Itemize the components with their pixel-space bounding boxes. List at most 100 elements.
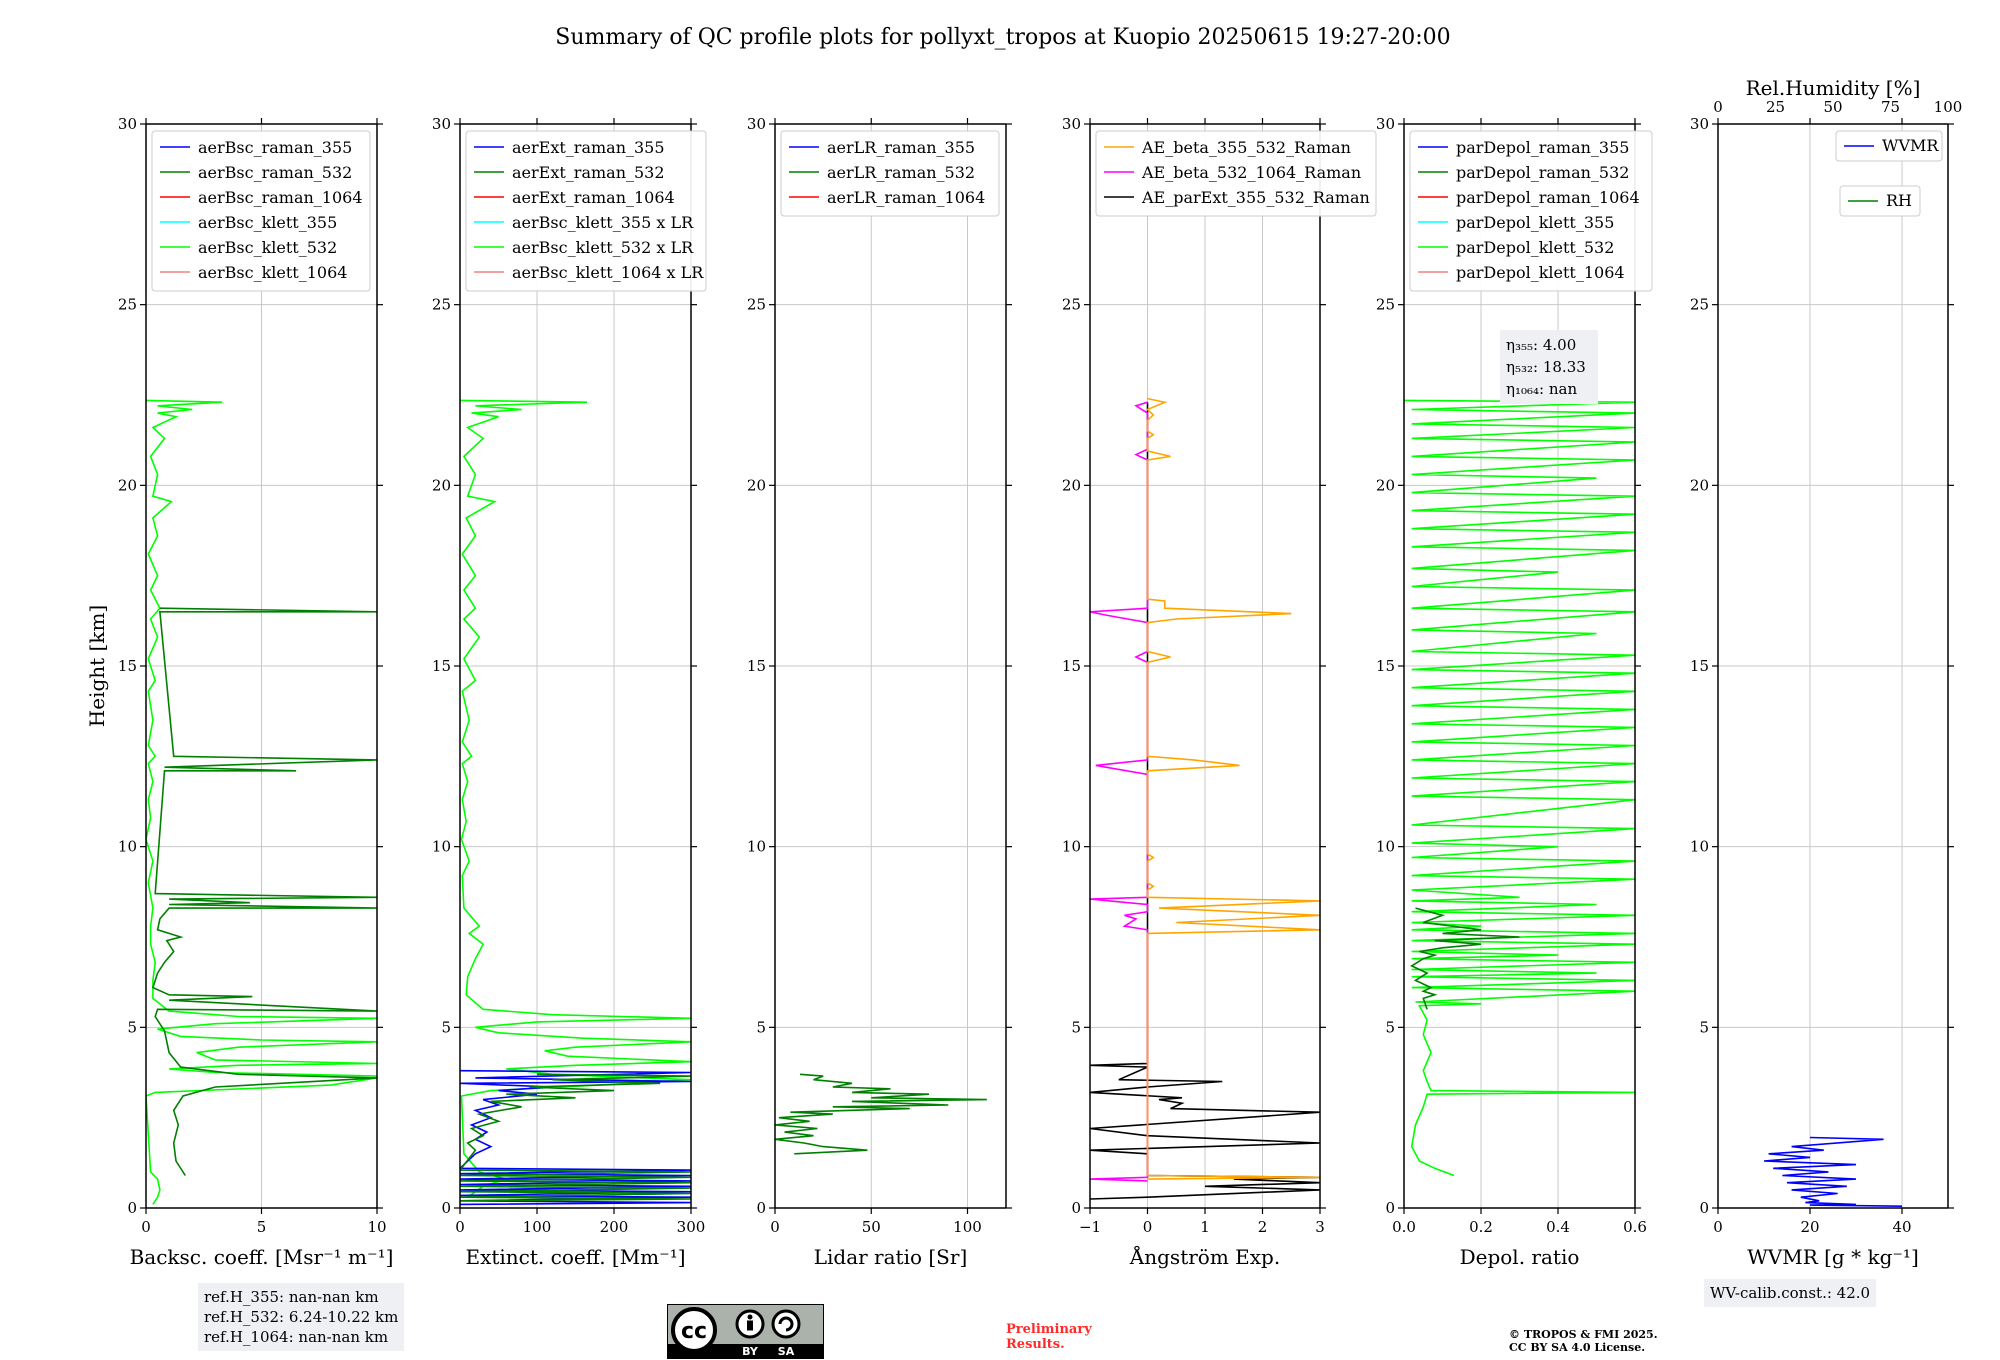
y-tick-label: 30 [747, 115, 766, 133]
wv-calib-text: WV-calib.const.: 42.0 [1710, 1284, 1871, 1302]
series-aerBsc_klett_532 [146, 399, 377, 1205]
y-tick-label: 20 [118, 476, 137, 494]
x-tick-label: 0 [770, 1218, 780, 1236]
series-AE_parExt_355_532_Raman [1090, 402, 1320, 1200]
x-axis-label: WVMR [g * kg⁻¹] [1747, 1245, 1919, 1269]
sa-icon [771, 1309, 801, 1339]
y-tick-label: 10 [1376, 838, 1395, 856]
legend-label: aerBsc_klett_532 x LR [512, 238, 694, 257]
x-tick-label: 0 [141, 1218, 151, 1236]
series-AE_beta_532_1064_Raman [1090, 401, 1149, 1182]
y-tick-label: 25 [118, 296, 137, 314]
y-tick-label: 20 [432, 476, 451, 494]
refh-1064: ref.H_1064: nan-nan km [204, 1328, 389, 1346]
legend-box [465, 130, 707, 292]
y-tick-label: 10 [118, 838, 137, 856]
y-tick-label: 5 [756, 1018, 766, 1036]
license-line: CC BY SA 4.0 License. [1509, 1341, 1646, 1354]
y-tick-label: 5 [1071, 1018, 1081, 1036]
legend: aerExt_raman_355 aerExt_raman_532 aerExt_r… [465, 130, 707, 292]
rh-tick-label: 100 [1934, 98, 1963, 116]
legend-box [151, 130, 371, 292]
x-tick-label: 300 [677, 1218, 706, 1236]
reference-height-box: ref.H_355: nan-nan km ref.H_532: 6.24-10… [198, 1283, 405, 1351]
legend: AE_beta_355_532_Raman AE_beta_532_1064_Ra… [1095, 130, 1377, 217]
wv-calibration-box: WV-calib.const.: 42.0 [1704, 1279, 1877, 1307]
x-axis-label: Extinct. coeff. [Mm⁻¹] [465, 1245, 685, 1269]
sa-icon-arrow [778, 1316, 794, 1332]
x-tick-label: 50 [862, 1218, 881, 1236]
legend-label: AE_beta_532_1064_Raman [1141, 163, 1361, 182]
legend-label: aerBsc_raman_532 [198, 163, 352, 182]
cc-icon-text: cc [681, 1319, 707, 1344]
x-tick-label: 2 [1258, 1218, 1268, 1236]
series-aerBsc_raman_532 [151, 607, 377, 1176]
refh-355: ref.H_355: nan-nan km [204, 1288, 379, 1306]
y-tick-label: 5 [1385, 1018, 1395, 1036]
legend-label: aerExt_raman_532 [512, 163, 665, 182]
preliminary-results-note: Preliminary Results. [1006, 1322, 1092, 1352]
y-tick-label: 5 [127, 1018, 137, 1036]
legend-box [1839, 185, 1921, 217]
legend-label: AE_beta_355_532_Raman [1141, 138, 1351, 157]
rh-tick-label: 0 [1713, 98, 1723, 116]
series-parDepol_raman_532 [1410, 907, 1520, 1010]
legend: WVMR RH [1835, 130, 1943, 217]
legend-label: RH [1886, 191, 1912, 210]
y-tick-label: 15 [747, 657, 766, 675]
copyright-note: © TROPOS & FMI 2025. CC BY SA 4.0 Licens… [1509, 1328, 1699, 1354]
y-tick-label: 15 [118, 657, 137, 675]
series-aerLR_raman_532 [775, 1073, 987, 1155]
x-tick-label: 0.0 [1392, 1218, 1416, 1236]
x-tick-label: 200 [600, 1218, 629, 1236]
y-tick-label: 15 [1062, 657, 1081, 675]
copyright-line: © TROPOS & FMI 2025. [1509, 1328, 1658, 1341]
y-tick-label: 10 [1062, 838, 1081, 856]
legend-box [1409, 130, 1653, 292]
cc-license-badge: cc BY SA [667, 1304, 824, 1359]
series-AE_beta_355_532_Raman [1146, 397, 1320, 1180]
x-tick-label: 0.4 [1546, 1218, 1570, 1236]
legend-box [1835, 130, 1943, 162]
x-axis-label: Depol. ratio [1460, 1245, 1580, 1269]
figure-title: Summary of QC profile plots for pollyxt_… [555, 25, 1450, 50]
series-aerBsc_klett_532 x LR [460, 399, 691, 1198]
legend-label: parDepol_raman_532 [1456, 163, 1629, 182]
by-label: BY [742, 1345, 759, 1358]
legend: parDepol_raman_355 parDepol_raman_532 parD… [1409, 130, 1653, 292]
x-axis-label: Lidar ratio [Sr] [814, 1245, 968, 1269]
legend-label: parDepol_raman_355 [1456, 138, 1629, 157]
legend-label: aerBsc_klett_532 [198, 238, 337, 257]
y-tick-label: 30 [1376, 115, 1395, 133]
legend-label: aerBsc_raman_355 [198, 138, 352, 157]
y-tick-label: 0 [1071, 1199, 1081, 1217]
legend-label: aerExt_raman_355 [512, 138, 665, 157]
panel-bsc: 0 5 10 15 20 25 30 0 5 10 Backsc. coeff. [Msr⁻¹ m⁻… [118, 115, 393, 1269]
y-tick-label: 0 [1385, 1199, 1395, 1217]
x-tick-label: 0 [1143, 1218, 1153, 1236]
y-tick-label: 25 [747, 296, 766, 314]
x-tick-label: 5 [257, 1218, 267, 1236]
x-tick-label: 100 [953, 1218, 982, 1236]
x-tick-label: 0.2 [1469, 1218, 1493, 1236]
y-tick-label: 10 [432, 838, 451, 856]
legend-label: aerLR_raman_532 [827, 163, 975, 182]
y-tick-label: 0 [127, 1199, 137, 1217]
x-tick-label: −1 [1079, 1218, 1101, 1236]
y-tick-label: 20 [1062, 476, 1081, 494]
eta-box [1500, 330, 1598, 404]
x-tick-label: 40 [1892, 1218, 1911, 1236]
by-icon-body [747, 1320, 753, 1331]
y-tick-label: 25 [1376, 296, 1395, 314]
legend-label: WVMR [1882, 136, 1939, 155]
legend-label: aerBsc_klett_1064 x LR [512, 263, 704, 282]
x-tick-label: 0.6 [1623, 1218, 1647, 1236]
legend: aerLR_raman_355 aerLR_raman_532 aerLR_rama… [780, 130, 1000, 217]
x-axis-label: Ångström Exp. [1129, 1244, 1280, 1269]
y-tick-label: 0 [441, 1199, 451, 1217]
y-tick-label: 5 [1699, 1018, 1709, 1036]
y-tick-label: 25 [432, 296, 451, 314]
